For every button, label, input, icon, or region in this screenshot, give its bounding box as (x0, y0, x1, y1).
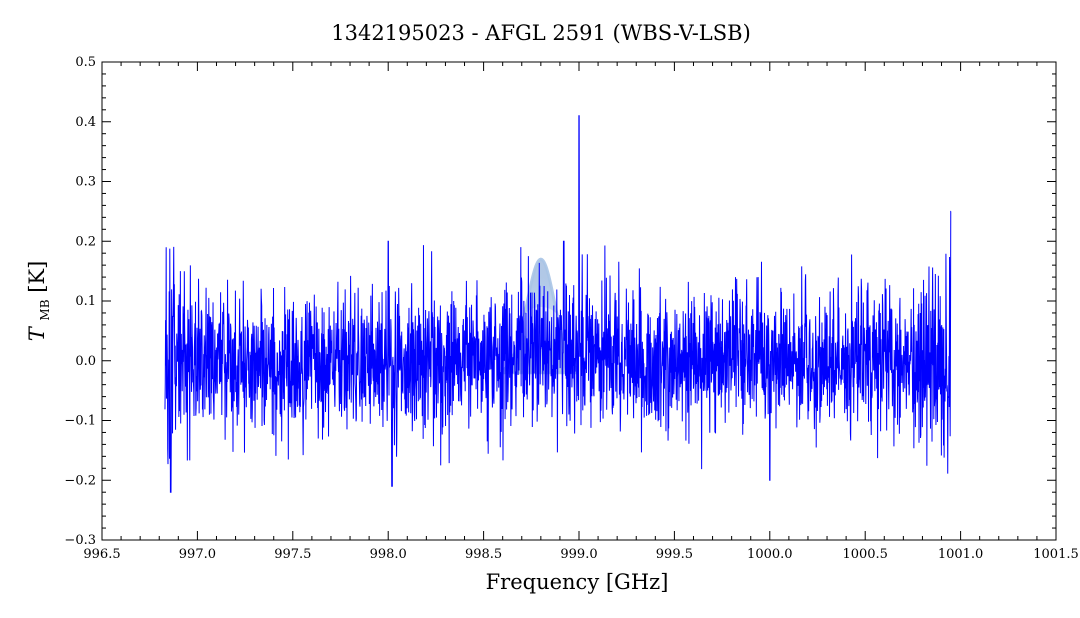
x-tick-label: 999.5 (656, 547, 693, 562)
y-axis-label-symbol: T (25, 325, 49, 341)
x-tick-label: 998.0 (370, 547, 407, 562)
y-axis-label-unit: [K] (25, 261, 49, 293)
y-tick-label: 0.4 (75, 115, 96, 130)
y-tick-label: −0.3 (64, 533, 96, 548)
x-tick-label: 1001.5 (1033, 547, 1079, 562)
axis-ticks (101, 61, 1057, 541)
x-tick-label: 1001.0 (938, 547, 984, 562)
x-tick-label: 1000.5 (842, 547, 888, 562)
y-tick-label: −0.1 (64, 414, 96, 429)
x-tick-label: 997.5 (274, 547, 311, 562)
y-axis-tick-labels: −0.3 −0.2 −0.1 0.0 0.1 0.2 0.3 0.4 0.5 (64, 55, 96, 548)
chart-title: 1342195023 - AFGL 2591 (WBS-V-LSB) (331, 21, 751, 45)
y-tick-label: 0.2 (75, 234, 96, 249)
x-axis-label: Frequency [GHz] (486, 570, 669, 594)
x-tick-label: 996.5 (83, 547, 120, 562)
x-tick-label: 999.0 (560, 547, 597, 562)
y-tick-label: 0.1 (75, 294, 96, 309)
x-tick-label: 997.0 (179, 547, 216, 562)
spectrum-series (164, 115, 952, 493)
x-axis-tick-labels: 996.5 997.0 997.5 998.0 998.5 999.0 999.5 1000.… (83, 547, 1078, 562)
y-tick-label: 0.5 (75, 55, 96, 70)
x-tick-label: 998.5 (465, 547, 502, 562)
y-tick-label: −0.2 (64, 473, 96, 488)
spectrum-line (164, 115, 952, 493)
y-axis-label-subscript: MB (38, 299, 52, 320)
y-tick-label: 0.0 (75, 354, 96, 369)
y-tick-label: 0.3 (75, 175, 96, 190)
x-tick-label: 1000.0 (747, 547, 793, 562)
y-axis-label: T MB [K] (25, 261, 54, 342)
